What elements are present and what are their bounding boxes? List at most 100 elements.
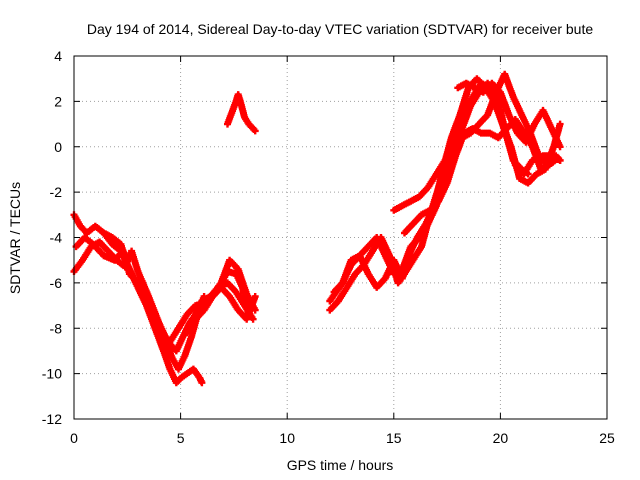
data-point	[551, 157, 559, 165]
data-point	[110, 242, 118, 250]
data-point	[237, 309, 245, 317]
data-point	[361, 246, 369, 254]
data-point	[95, 225, 103, 233]
data-point	[231, 262, 239, 270]
data-point	[163, 335, 171, 343]
data-point	[101, 244, 109, 252]
data-point	[351, 270, 359, 278]
data-point	[76, 259, 84, 267]
data-point	[118, 260, 126, 268]
data-point	[477, 79, 485, 87]
data-point	[192, 315, 199, 323]
series-arc6	[183, 283, 259, 337]
data-point	[223, 290, 231, 297]
data-point	[112, 236, 120, 244]
data-point	[183, 311, 191, 319]
data-point	[194, 312, 202, 320]
data-point	[496, 132, 504, 140]
data-point	[97, 240, 105, 247]
data-point	[76, 238, 84, 246]
data-point	[98, 241, 106, 249]
data-point	[113, 253, 121, 261]
data-point	[467, 129, 475, 137]
data-point	[494, 134, 502, 142]
data-point	[504, 123, 512, 131]
data-point	[500, 128, 508, 136]
data-point	[552, 152, 560, 160]
data-point	[373, 283, 381, 291]
data-point	[226, 256, 234, 264]
series-arc10	[330, 75, 564, 296]
data-point	[357, 264, 365, 272]
data-point	[105, 235, 113, 243]
data-point	[89, 240, 97, 248]
data-point	[106, 237, 114, 245]
data-point	[115, 252, 123, 260]
data-point	[114, 244, 121, 252]
data-point	[426, 206, 434, 214]
data-point	[477, 119, 484, 126]
data-point	[450, 143, 457, 151]
data-point	[229, 285, 237, 293]
data-point	[104, 247, 112, 255]
data-point	[86, 238, 94, 246]
data-point	[101, 231, 109, 239]
data-point	[115, 239, 123, 247]
data-point	[170, 344, 177, 352]
data-point	[536, 153, 544, 161]
data-point	[538, 155, 546, 163]
data-point	[251, 127, 259, 135]
data-point	[155, 327, 163, 334]
data-point	[478, 117, 486, 125]
data-point	[524, 170, 532, 178]
data-point	[475, 120, 483, 128]
data-point	[526, 178, 533, 185]
y-tick-label: 0	[54, 139, 62, 155]
data-point	[406, 223, 414, 231]
data-point	[409, 220, 417, 228]
series-arc2	[70, 238, 208, 373]
data-point	[80, 226, 88, 234]
data-point	[72, 264, 80, 272]
data-point	[403, 226, 411, 234]
data-point	[332, 286, 339, 294]
y-tick-label: 4	[54, 48, 62, 64]
data-point	[369, 238, 376, 246]
data-point	[531, 172, 539, 179]
data-point	[506, 122, 514, 130]
data-point	[209, 293, 217, 300]
data-point	[110, 235, 118, 243]
x-tick-label: 10	[279, 430, 295, 446]
data-point	[225, 280, 233, 288]
data-point	[230, 261, 238, 269]
data-point	[108, 240, 116, 248]
data-point	[193, 314, 201, 322]
data-point	[184, 309, 192, 317]
data-point	[238, 311, 246, 319]
data-point	[108, 252, 116, 260]
data-point	[197, 309, 205, 317]
data-point	[421, 187, 429, 195]
data-point	[226, 282, 234, 290]
data-point	[106, 249, 113, 257]
data-point	[497, 131, 505, 139]
data-point	[354, 267, 362, 275]
data-point	[83, 229, 91, 237]
data-point	[98, 228, 106, 236]
data-point	[428, 205, 435, 213]
data-point	[93, 224, 101, 231]
data-point	[327, 305, 335, 313]
data-point	[158, 329, 166, 337]
data-point	[71, 266, 79, 274]
data-point	[410, 218, 418, 226]
x-tick-label: 25	[599, 430, 615, 446]
data-point	[530, 173, 538, 181]
data-point	[177, 374, 185, 382]
data-point	[360, 247, 368, 255]
data-point	[545, 161, 553, 169]
data-point	[499, 129, 506, 137]
data-point	[495, 87, 503, 95]
grid	[74, 56, 607, 419]
data-point	[527, 176, 535, 184]
data-point	[420, 188, 428, 196]
